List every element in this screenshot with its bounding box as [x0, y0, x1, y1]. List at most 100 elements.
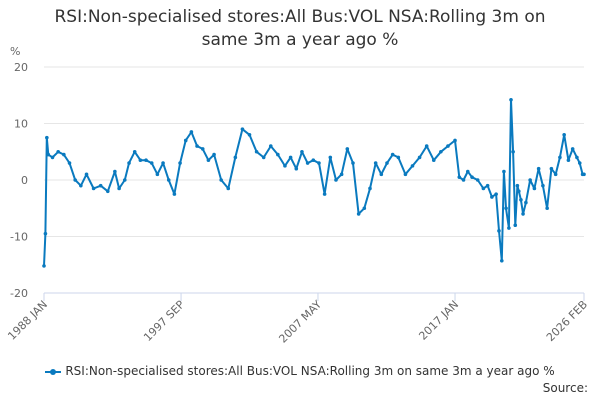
data-point[interactable] [513, 223, 518, 227]
data-point[interactable] [178, 161, 182, 165]
data-point[interactable] [470, 175, 474, 179]
data-point[interactable] [373, 161, 378, 165]
data-point[interactable] [166, 178, 171, 182]
data-point[interactable] [515, 183, 520, 188]
data-point[interactable] [283, 164, 287, 168]
data-point[interactable] [46, 152, 51, 157]
data-point[interactable] [67, 161, 72, 165]
data-point[interactable] [396, 155, 401, 160]
legend[interactable]: RSI:Non-specialised stores:All Bus:VOL N… [0, 364, 600, 378]
data-point[interactable] [575, 155, 579, 160]
data-point[interactable] [362, 206, 367, 211]
series-line[interactable] [43, 98, 584, 266]
data-point[interactable] [497, 229, 501, 233]
data-point[interactable] [566, 158, 571, 163]
data-point[interactable] [311, 158, 316, 163]
data-point[interactable] [356, 212, 361, 216]
data-point[interactable] [385, 161, 389, 165]
data-point[interactable] [519, 197, 523, 202]
data-point[interactable] [351, 161, 355, 165]
data-point[interactable] [481, 186, 486, 191]
data-point[interactable] [390, 152, 395, 157]
data-point[interactable] [212, 152, 216, 157]
data-point[interactable] [98, 183, 103, 188]
data-point[interactable] [532, 186, 537, 191]
data-point[interactable] [233, 155, 238, 160]
data-point[interactable] [144, 158, 148, 163]
data-point[interactable] [570, 147, 575, 151]
data-point[interactable] [91, 186, 96, 191]
data-point[interactable] [507, 226, 511, 230]
data-point[interactable] [403, 172, 408, 177]
data-point[interactable] [200, 147, 205, 151]
data-point[interactable] [417, 155, 422, 160]
data-point[interactable] [558, 155, 562, 160]
data-point[interactable] [226, 186, 231, 191]
data-point[interactable] [155, 172, 160, 177]
data-point[interactable] [122, 178, 127, 182]
data-point[interactable] [509, 97, 513, 102]
data-point[interactable] [195, 144, 199, 148]
data-point[interactable] [494, 192, 498, 196]
data-point[interactable] [276, 152, 280, 157]
data-point[interactable] [42, 264, 46, 268]
data-point[interactable] [117, 186, 121, 191]
data-point[interactable] [499, 258, 504, 263]
data-point[interactable] [446, 144, 450, 148]
data-point[interactable] [521, 212, 525, 216]
data-point[interactable] [189, 130, 194, 134]
data-point[interactable] [410, 164, 415, 168]
data-point[interactable] [288, 155, 293, 160]
data-point[interactable] [43, 231, 48, 236]
data-point[interactable] [79, 183, 83, 188]
data-point[interactable] [127, 161, 131, 165]
data-point[interactable] [254, 149, 259, 154]
data-point[interactable] [549, 166, 554, 171]
data-point[interactable] [465, 169, 470, 174]
data-point[interactable] [545, 206, 549, 211]
data-point[interactable] [334, 178, 338, 182]
data-point[interactable] [379, 172, 384, 177]
data-point[interactable] [457, 175, 462, 179]
data-point[interactable] [453, 138, 457, 143]
data-point[interactable] [50, 155, 55, 160]
data-point[interactable] [504, 206, 508, 211]
data-point[interactable] [113, 169, 117, 174]
data-point[interactable] [577, 161, 582, 165]
data-point[interactable] [517, 189, 521, 194]
data-point[interactable] [240, 127, 245, 131]
data-point[interactable] [368, 186, 372, 191]
data-point[interactable] [247, 133, 252, 137]
data-point[interactable] [132, 149, 137, 154]
data-point[interactable] [528, 178, 532, 182]
data-point[interactable] [56, 149, 60, 154]
data-point[interactable] [536, 166, 541, 171]
data-point[interactable] [172, 192, 177, 196]
data-point[interactable] [553, 172, 558, 177]
data-point[interactable] [219, 178, 223, 182]
data-point[interactable] [73, 178, 77, 182]
data-point[interactable] [84, 172, 89, 177]
data-point[interactable] [439, 149, 443, 154]
data-point[interactable] [475, 178, 480, 182]
data-point[interactable] [317, 161, 321, 165]
data-point[interactable] [138, 158, 143, 163]
data-point[interactable] [345, 147, 350, 151]
data-point[interactable] [490, 195, 494, 199]
data-point[interactable] [524, 200, 528, 205]
data-point[interactable] [300, 149, 304, 154]
data-point[interactable] [339, 172, 344, 177]
data-point[interactable] [62, 152, 66, 157]
data-point[interactable] [431, 158, 436, 163]
data-point[interactable] [294, 166, 299, 171]
data-point[interactable] [328, 155, 333, 160]
data-point[interactable] [322, 192, 327, 196]
data-point[interactable] [261, 155, 266, 160]
data-point[interactable] [502, 169, 506, 174]
data-point[interactable] [206, 158, 211, 163]
data-point[interactable] [511, 149, 515, 154]
data-point[interactable] [461, 178, 466, 182]
data-point[interactable] [161, 161, 165, 165]
data-point[interactable] [45, 135, 49, 140]
data-point[interactable] [582, 172, 586, 177]
